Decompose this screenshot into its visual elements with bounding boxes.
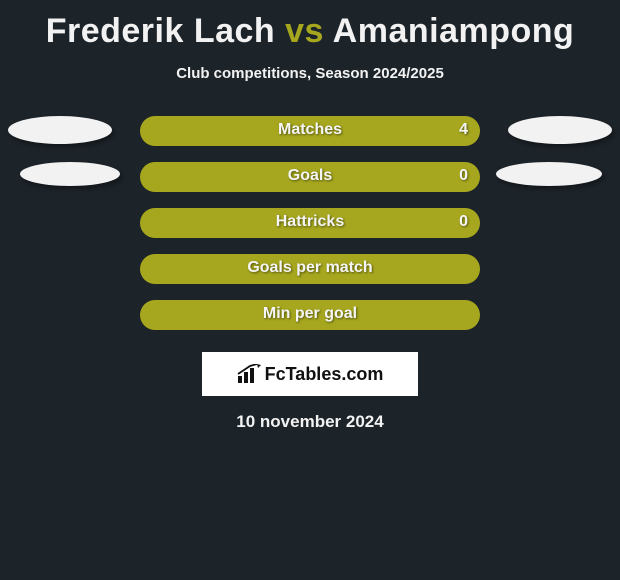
stat-label: Matches [0,121,620,139]
stat-row: Goals 0 [0,162,620,192]
source-logo: FcTables.com [202,352,418,396]
stat-row: Hattricks 0 [0,208,620,238]
stat-label: Goals [0,167,620,185]
logo-text: FcTables.com [265,364,384,385]
stat-row: Min per goal [0,300,620,330]
subtitle: Club competitions, Season 2024/2025 [0,65,620,82]
snapshot-date: 10 november 2024 [0,412,620,432]
stat-label: Hattricks [0,213,620,231]
stat-value-right: 0 [459,213,468,231]
stat-row: Matches 4 [0,116,620,146]
stat-value-right: 4 [459,121,468,139]
stat-label: Min per goal [0,305,620,323]
vs-separator: vs [285,12,324,50]
player2-name: Amaniampong [333,12,575,50]
chart-icon [237,364,261,384]
player1-name: Frederik Lach [46,12,275,50]
stat-value-right: 0 [459,167,468,185]
stats-chart: Matches 4 Goals 0 Hattricks 0 Goals per … [0,116,620,346]
stat-row: Goals per match [0,254,620,284]
comparison-title: Frederik Lach vs Amaniampong [0,0,620,51]
stat-label: Goals per match [0,259,620,277]
